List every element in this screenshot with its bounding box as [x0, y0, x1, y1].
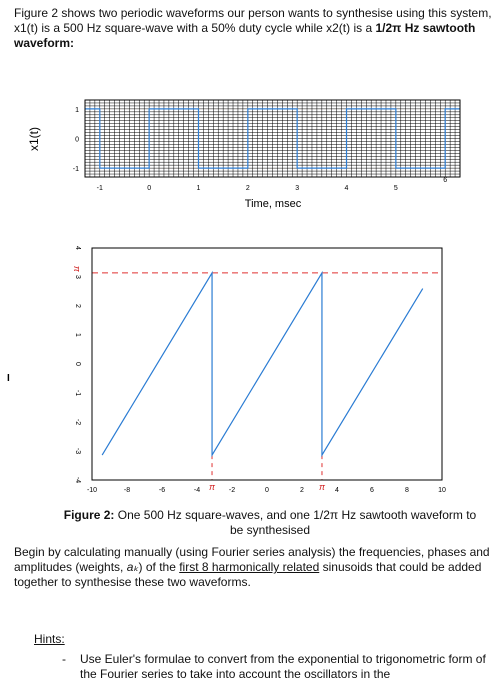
weights-symbol: aₖ	[126, 560, 139, 574]
y-tick-label: 2	[74, 304, 81, 308]
x-tick-label: 3	[295, 185, 299, 192]
x-tick-label: 4	[335, 487, 339, 494]
x-tick-label: 2	[246, 185, 250, 192]
hints-heading: Hints:	[34, 632, 65, 646]
square-wave-plot-frame	[84, 99, 461, 178]
caption-label: Figure 2:	[63, 508, 115, 522]
y-tick-label: 0	[74, 362, 81, 366]
figure-caption: Figure 2: One 500 Hz square-waves, and o…	[60, 508, 480, 538]
pi-label: π	[209, 482, 216, 492]
x-tick-label: 0	[265, 487, 269, 494]
x-tick-label: -4	[194, 487, 200, 494]
x-tick-label: 1	[197, 185, 201, 192]
x-tick-label: 5	[394, 185, 398, 192]
y-tick-label: 0	[75, 137, 79, 144]
y-tick-label: 3	[74, 275, 81, 279]
y-tick-label: -1	[73, 166, 79, 173]
task-text-2: ) of the	[138, 560, 180, 574]
y-tick-label: -3	[74, 448, 81, 454]
x-tick-label: 4	[345, 185, 349, 192]
task-paragraph: Begin by calculating manually (using Fou…	[14, 545, 492, 590]
x-tick-label: 10	[438, 487, 446, 494]
intro-bold-text: 1/2π Hz sawtooth waveform:	[14, 21, 476, 50]
x-tick-label: -10	[87, 487, 97, 494]
x-tick-label: -6	[159, 487, 165, 494]
x-tick-label: -8	[124, 487, 130, 494]
intro-paragraph: Figure 2 shows two periodic waveforms ou…	[14, 6, 492, 51]
y-tick-label: -1	[74, 390, 81, 396]
x-tick-label: 2	[300, 487, 304, 494]
y-tick-label: 4	[74, 246, 81, 250]
x-tick-label: 6	[370, 487, 374, 494]
sawtooth-plot-frame	[91, 247, 443, 481]
pi-label: π	[319, 482, 326, 492]
y-tick-label: -2	[74, 419, 81, 425]
task-text-3: sinusoids that could be added together t…	[14, 560, 482, 589]
sawtooth-series	[101, 270, 424, 458]
y-tick-label: 1	[74, 333, 81, 337]
y-tick-label: -4	[74, 477, 81, 483]
margin-mark: I	[7, 373, 10, 384]
intro-text: Figure 2 shows two periodic waveforms ou…	[14, 6, 492, 35]
x-tick-label: -2	[229, 487, 235, 494]
x-tick-label: -1	[97, 185, 103, 192]
y-tick-label: 1	[75, 107, 79, 114]
square-wave-ylabel: x1(t)	[27, 127, 41, 151]
square-wave-series	[85, 108, 460, 169]
x-tick-label: 8	[405, 487, 409, 494]
pi-label: π	[72, 266, 82, 273]
hint-bullet: -	[62, 652, 66, 666]
caption-text: One 500 Hz square-waves, and one 1/2π Hz…	[114, 508, 477, 537]
x-tick-label: 0	[147, 185, 151, 192]
x-tick-label: 6	[443, 177, 447, 184]
sawtooth-reference-lines	[92, 272, 442, 480]
square-wave-xlabel: Time, msec	[245, 198, 302, 210]
task-text-1: Begin by calculating manually (using Fou…	[14, 545, 490, 574]
task-underlined: first 8 harmonically related	[179, 560, 320, 574]
square-wave-ticks: -1 0 1 2 3 4 5 6 1 0 -1	[73, 107, 447, 192]
hint-item: Use Euler's formulae to convert from the…	[80, 652, 486, 681]
